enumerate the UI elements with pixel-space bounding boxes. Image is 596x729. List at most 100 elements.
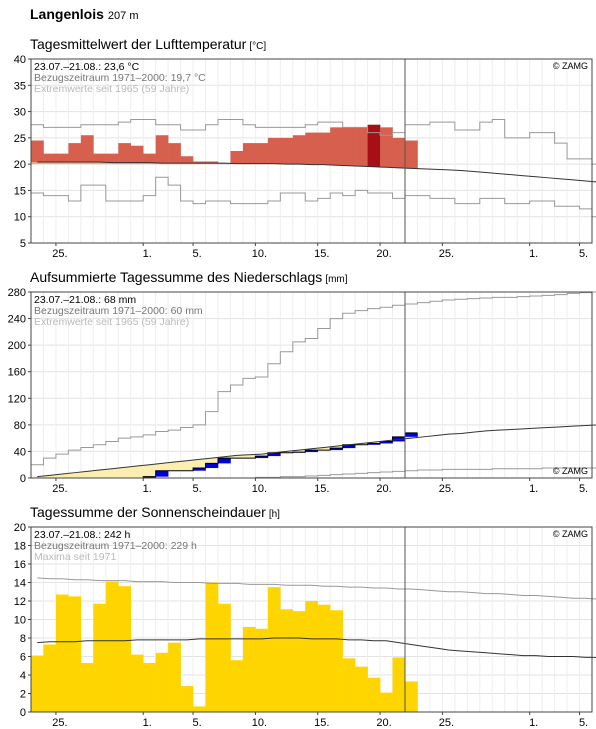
sunshine-bar [168,642,181,712]
temperature-base-bar [105,162,119,165]
x-tick-label: 25. [52,248,67,260]
temperature-base-bar [80,162,94,165]
precip-daily-bar [380,441,393,444]
x-tick-label: 1. [143,717,152,729]
precip-daily-bar [267,452,281,457]
x-tick-label: 1. [529,483,538,495]
info-line: 23.07.–21.08.: 68 mm [34,294,136,306]
precip-daily-bar [155,470,169,477]
info-line: Bezugszeitraum 1971–2000: 60 mm [34,305,203,317]
y-tick-label: 5 [20,238,26,250]
y-tick-label: 40 [14,446,26,458]
sunshine-bar [180,686,194,712]
precipitation-chart: 0 40 80 120 160 200 240 280 25. 1. 5. 10. 15. 20. 25. 1… [8,287,596,495]
precip-deviation-area [367,442,381,444]
sunshine-bar [218,603,231,712]
precip-deviation-area [31,476,44,478]
y-tick-label: 10 [14,615,26,627]
temperature-base-bar [43,162,57,165]
precip-deviation-area [80,471,94,478]
temperature-anomaly-bar [130,145,144,163]
temperature-cool-bar [218,163,231,165]
x-tick-label: 1. [529,717,538,729]
info-line: Extremwerte seit 1965 (59 Jahre) [34,83,189,95]
temperature-base-bar [68,162,82,165]
y-tick-label: 18 [14,541,26,553]
sunshine-bar [105,581,119,712]
precip-daily-bar [193,468,206,471]
temperature-frame [30,58,593,244]
temperature-base-bar [180,163,194,165]
precip-daily-bar [255,456,269,459]
temperature-base-bar [118,162,132,165]
x-tick-label: 15. [314,248,329,260]
precip-deviation-area [143,464,156,477]
y-tick-label: 0 [20,473,26,485]
sunshine-bar [255,628,269,712]
info-line: 23.07.–21.08.: 242 h [34,529,130,541]
temperature-anomaly-bar [380,127,393,168]
sunshine-bar [93,603,107,712]
precipitation-unit: [mm] [325,274,348,285]
temperature-title: Tagesmittelwert der Lufttemperatur [°C] [30,36,266,52]
temperature-anomaly-bar [31,140,44,163]
x-tick-label: 15. [314,717,329,729]
precip-daily-bar [305,450,319,453]
temperature-base-bar [205,163,219,165]
precip-deviation-area [105,468,119,478]
y-tick-label: 6 [20,652,26,664]
precip-deviation-area [305,448,319,451]
extreme-max-line [31,118,596,165]
temperature-anomaly-bar [330,127,343,166]
sunshine-bar [43,644,57,712]
info-line: Extremwerte seit 1965 (59 Jahre) [34,316,189,328]
x-tick-label: 5. [192,248,201,260]
temperature-base-bar [93,162,107,165]
temperature-anomaly-bar [105,153,119,163]
y-tick-label: 80 [14,420,26,432]
sunshine-chart: 0 2 4 6 8 10 12 14 16 18 20 25. 1. 5. 10. 15. 20. 25. 1. 5.… [14,522,596,729]
precip-deviation-area [118,467,132,478]
station-header: Langenlois 207 m [30,6,138,22]
info-line: Bezugszeitraum 1971–2000: 229 h [34,540,197,552]
y-tick-label: 30 [14,107,26,119]
info-line: 23.07.–21.08.: 23,6 °C [34,61,140,73]
temperature-base-bar [143,162,156,165]
sunshine-bar [342,658,356,712]
station-name: Langenlois [30,6,104,22]
x-tick-label: 1. [529,248,538,260]
temperature-anomaly-bar [168,143,181,164]
temperature-anomaly-bar [80,135,94,163]
x-tick-label: 20. [376,248,391,260]
precip-deviation-area [292,450,306,453]
credit-label: © ZAMG [553,61,588,71]
x-tick-label: 5. [579,248,588,260]
sunshine-bar [31,655,44,712]
temperature-anomaly-bar [355,127,368,167]
x-tick-label: 25. [439,717,454,729]
sunshine-title: Tagessumme der Sonnenscheindauer [h] [30,504,280,520]
temperature-anomaly-bar [230,151,244,164]
temperature-anomaly-bar [367,124,381,167]
sunshine-bar [292,611,306,712]
sunshine-bar [80,662,94,712]
precip-daily-bar [143,476,156,478]
y-tick-label: 200 [8,340,26,352]
y-tick-label: 8 [20,633,26,645]
x-tick-label: 25. [439,483,454,495]
precip-deviation-area [43,475,57,478]
sunshine-bar [242,626,256,712]
y-tick-label: 160 [8,367,26,379]
precip-deviation-area [205,458,219,464]
precip-daily-bar [405,432,418,437]
temperature-anomaly-bar [193,161,206,164]
credit-label: © ZAMG [553,529,588,539]
temperature-anomaly-bar [205,161,219,164]
y-tick-label: 120 [8,393,26,405]
y-tick-label: 14 [14,578,26,590]
x-tick-label: 1. [143,248,152,260]
x-tick-label: 25. [439,248,454,260]
y-tick-label: 15 [14,185,26,197]
temperature-anomaly-bar [342,127,356,166]
temperature-anomaly-bar [118,143,132,163]
